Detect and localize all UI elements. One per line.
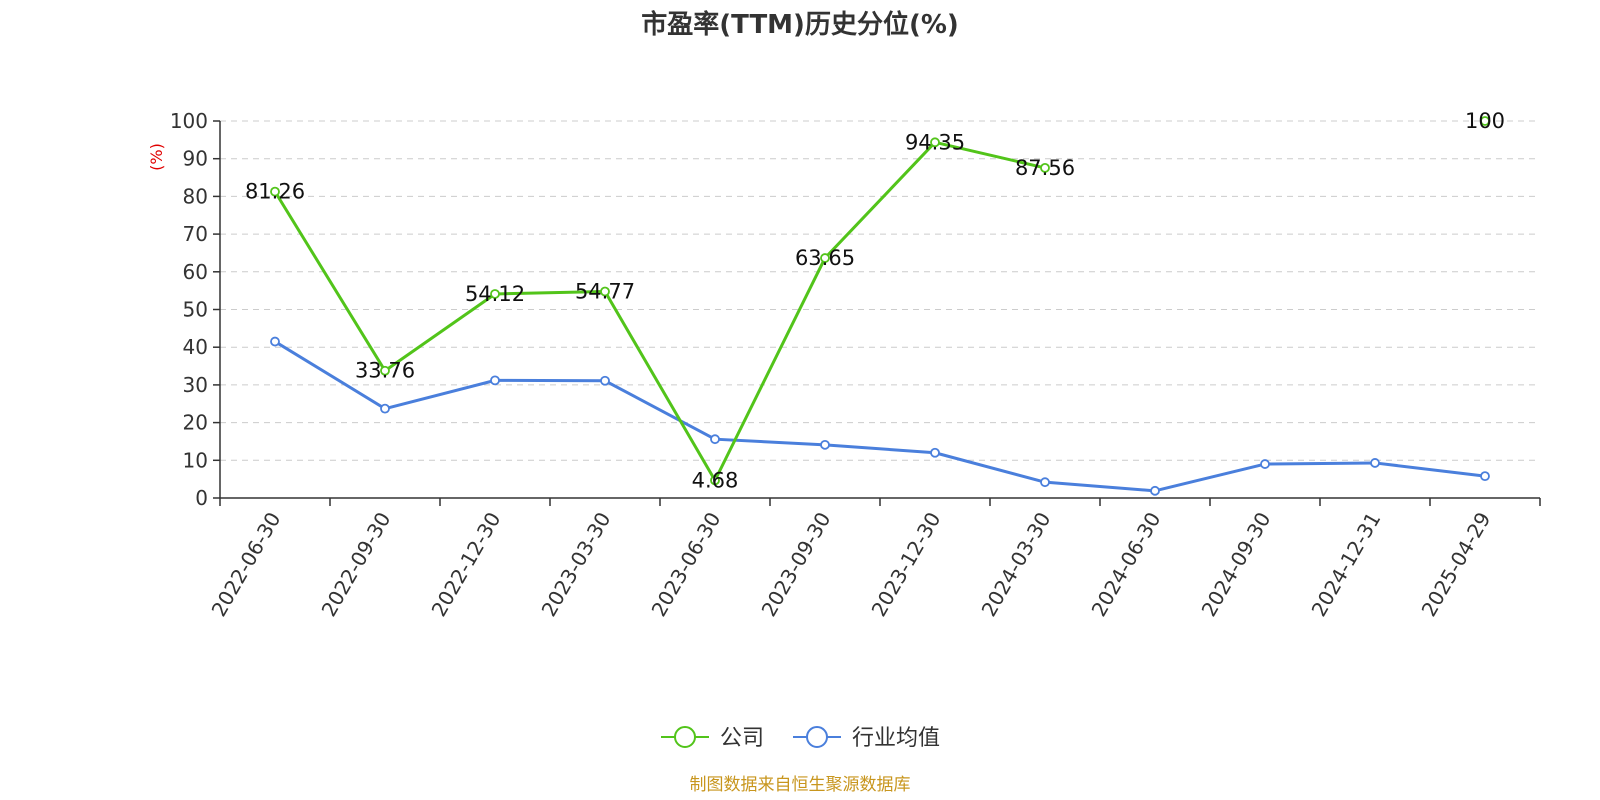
series-line [274,340,1486,493]
y-tick-label: 50 [183,298,208,322]
y-tick-label: 100 [170,109,208,133]
data-point [600,286,610,297]
legend-item: 公司 [661,726,764,751]
x-tick-label: 2023-12-30 [866,508,945,621]
series-1 [270,336,1490,496]
data-point [820,439,830,450]
y-tick-label: 30 [183,373,208,397]
data-label: 4.68 [692,468,739,492]
data-label: 63.65 [795,246,855,270]
legend: 公司 行业均值 [661,726,940,751]
data-point [380,403,390,414]
y-tick-label: 10 [183,448,208,472]
x-tick-label: 2024-09-30 [1196,508,1275,621]
data-label: 100 [1465,109,1505,133]
y-tick-label: 90 [183,147,208,171]
y-tick-label: 80 [183,184,208,208]
source-note: 制图数据来自恒生聚源数据库 [690,775,911,795]
y-tick-label: 0 [195,486,208,510]
data-label: 81.26 [245,180,305,204]
y-tick-label: 70 [183,222,208,246]
y-axis-unit: (%) [147,143,166,171]
series-layer [270,116,1490,496]
x-tick-label: 2024-03-30 [976,508,1055,621]
data-point [1370,458,1380,468]
data-label: 33.76 [355,359,415,383]
legend-marker [806,726,828,748]
data-point [490,375,500,386]
x-tick-label: 2024-12-31 [1306,508,1385,621]
data-point [380,365,390,376]
chart-title: 市盈率(TTM)历史分位(%) [641,9,959,40]
data-point [270,186,280,197]
data-point [1260,459,1270,469]
legend-marker [674,726,696,748]
data-label: 94.35 [905,130,965,154]
data-point [600,375,610,386]
series-line [273,140,1046,482]
y-tick-label: 40 [183,335,208,359]
data-point [710,434,720,445]
data-point [1040,477,1050,488]
data-point [490,289,500,299]
series-0 [270,116,1490,486]
data-labels: 81.26 33.76 54.12 54.77 4.68 63.65 94.35 87.56 1… [245,109,1505,492]
data-point [820,253,830,263]
data-label: 87.56 [1015,156,1075,180]
data-point [930,137,940,148]
y-tick-label: 20 [183,411,208,435]
x-tick-label: 2024-06-30 [1086,508,1165,621]
data-point [1150,485,1160,496]
data-point [930,447,940,458]
data-point [1480,116,1490,126]
grid-lines [220,120,1540,461]
y-tick-label: 60 [183,260,208,284]
x-tick-label: 2022-06-30 [206,508,285,621]
x-tick-label: 2022-09-30 [316,508,395,621]
x-tick-label: 2025-04-29 [1416,508,1495,621]
x-tick-label: 2023-03-30 [536,508,615,621]
x-tick-label: 2023-06-30 [646,508,725,621]
data-point [1480,471,1490,482]
data-label: 54.12 [465,282,525,306]
data-point [270,336,280,347]
legend-item: 行业均值 [793,726,940,751]
data-point [710,475,720,486]
x-tick-label: 2023-09-30 [756,508,835,621]
x-tick-label: 2022-12-30 [426,508,505,621]
legend-label: 公司 [720,726,764,751]
data-label: 54.77 [575,280,635,304]
data-point [1040,162,1050,173]
legend-label: 行业均值 [852,726,940,751]
